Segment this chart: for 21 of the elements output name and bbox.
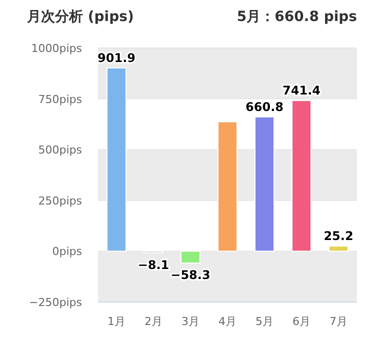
y-tick-label: 750pips xyxy=(38,92,82,106)
chart-title: 月次分析 (pips) xyxy=(26,9,134,25)
x-tick-label: 6月 xyxy=(292,315,310,328)
x-tick-label: 3月 xyxy=(182,315,200,328)
data-label: 660.8 xyxy=(246,100,284,114)
data-label: 901.9 xyxy=(98,50,136,65)
y-tick-label: 500pips xyxy=(38,144,82,157)
data-label: 25.2 xyxy=(324,229,354,244)
x-tick-label: 7月 xyxy=(330,315,348,328)
y-tick-label: 250pips xyxy=(38,194,82,208)
data-label: 741.4 xyxy=(282,84,320,98)
data-label: −8.1 xyxy=(138,258,170,272)
y-tick-label: 1000pips xyxy=(31,42,82,55)
y-tick-label: 0pips xyxy=(52,245,82,258)
text: 5月：660.8 pips xyxy=(236,9,357,25)
x-tick-label: 5月 xyxy=(256,315,274,328)
y-tick-label: −250pips xyxy=(29,296,82,309)
x-tick-label: 1月 xyxy=(108,315,126,328)
x-tick-label: 4月 xyxy=(218,315,236,328)
data-label: −58.3 xyxy=(170,268,210,282)
x-tick-label: 2月 xyxy=(144,315,162,328)
